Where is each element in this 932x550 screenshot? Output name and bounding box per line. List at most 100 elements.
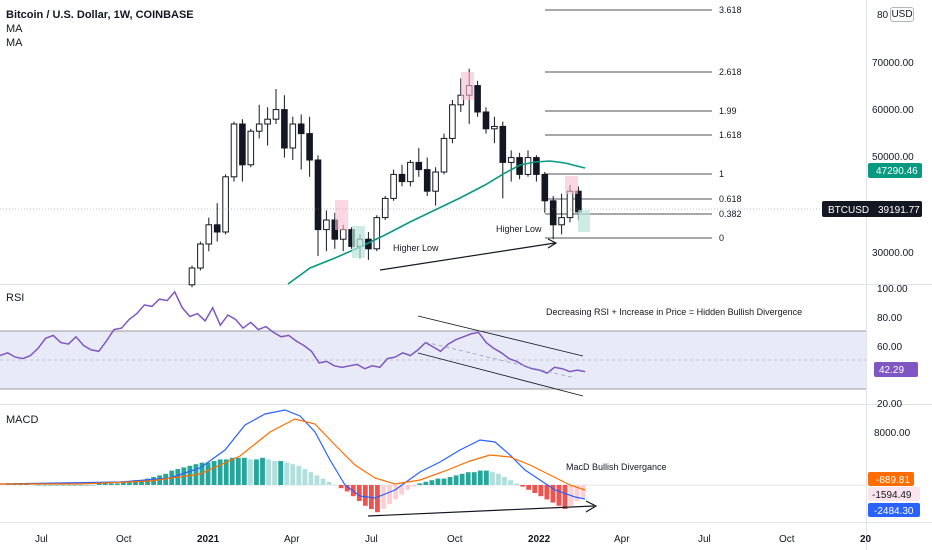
rsi-tick: 100.00 bbox=[877, 284, 908, 295]
candle-body[interactable] bbox=[272, 109, 280, 120]
macd-histogram-bar bbox=[508, 480, 513, 485]
candle-body[interactable] bbox=[558, 217, 565, 226]
macd-histogram-bar bbox=[514, 483, 519, 485]
ma-indicator-label[interactable]: MA bbox=[6, 37, 23, 49]
fib-level-label: 1 bbox=[719, 169, 724, 179]
candle-body[interactable] bbox=[323, 219, 330, 231]
macd-line[interactable] bbox=[0, 409, 586, 500]
rsi-channel-lower[interactable] bbox=[417, 352, 584, 397]
candle-body[interactable] bbox=[255, 123, 263, 132]
macd-histogram-bar bbox=[284, 462, 290, 485]
candle-body[interactable] bbox=[264, 118, 271, 125]
macd-signal-line[interactable] bbox=[0, 418, 586, 491]
highlight-box[interactable] bbox=[578, 210, 590, 232]
macd-histogram-bar bbox=[254, 459, 259, 485]
candle-body[interactable] bbox=[281, 109, 288, 149]
candle-body[interactable] bbox=[566, 190, 574, 219]
candle-body[interactable] bbox=[230, 123, 238, 178]
rsi-channel-upper[interactable] bbox=[417, 315, 584, 357]
rsi-tick: 20.00 bbox=[877, 399, 902, 410]
candle-body[interactable] bbox=[197, 243, 204, 269]
macd-histogram-bar bbox=[477, 470, 483, 485]
candle-body[interactable] bbox=[306, 133, 313, 161]
rsi-trend-dashed[interactable] bbox=[424, 341, 576, 379]
macd-histogram-bar bbox=[90, 485, 96, 486]
time-tick: 2021 bbox=[197, 534, 220, 545]
macd-histogram-bar bbox=[36, 485, 42, 486]
candle-body[interactable] bbox=[491, 125, 498, 130]
macd-histogram-bar bbox=[580, 485, 586, 498]
candle-body[interactable] bbox=[415, 161, 423, 171]
candle-body[interactable] bbox=[440, 137, 448, 173]
macd-signal-tag bbox=[868, 472, 914, 486]
candle-body[interactable] bbox=[247, 130, 255, 166]
highlight-box[interactable] bbox=[352, 226, 365, 258]
macd-histogram-bar bbox=[387, 485, 392, 505]
candle-body[interactable] bbox=[390, 173, 397, 199]
macd-histogram-bar bbox=[538, 485, 544, 497]
candle-body[interactable] bbox=[474, 85, 481, 113]
price-axis[interactable]: 80 70000.00 60000.00 50000.00 30000.00 bbox=[872, 10, 914, 259]
candle-body[interactable] bbox=[398, 173, 406, 183]
macd-histogram-bar bbox=[320, 478, 326, 485]
candle-body[interactable] bbox=[449, 104, 456, 139]
candle-body[interactable] bbox=[339, 229, 347, 240]
candle-body[interactable] bbox=[432, 171, 439, 192]
candle-body[interactable] bbox=[213, 224, 221, 233]
annotation-rsi-divergence[interactable]: Decreasing RSI + Increase in Price = Hid… bbox=[546, 307, 802, 317]
candle-body[interactable] bbox=[205, 224, 213, 245]
candle-body[interactable] bbox=[533, 157, 540, 175]
trendline-higher-low[interactable] bbox=[379, 242, 556, 271]
highlight-box[interactable] bbox=[461, 72, 474, 100]
candle-body[interactable] bbox=[541, 173, 549, 202]
rsi-axis[interactable]: 100.00 80.00 60.00 20.00 bbox=[877, 284, 908, 410]
candle-body[interactable] bbox=[297, 123, 305, 135]
candle-body[interactable] bbox=[507, 157, 515, 163]
macd-pane-label[interactable]: MACD bbox=[6, 414, 39, 426]
ma-value-tag bbox=[868, 163, 922, 178]
candle-body[interactable] bbox=[289, 123, 297, 149]
symbol-title[interactable]: Bitcoin / U.S. Dollar, 1W, COINBASE bbox=[6, 9, 194, 21]
candle-body[interactable] bbox=[381, 197, 389, 219]
candle-body[interactable] bbox=[407, 161, 414, 183]
macd-signal-value: -889.81 bbox=[876, 475, 910, 486]
ma-indicator-label[interactable]: MA bbox=[6, 23, 23, 35]
time-axis[interactable]: Jul Oct 2021 Apr Jul Oct 2022 Apr Jul Oc… bbox=[35, 534, 872, 545]
time-tick: Apr bbox=[614, 534, 630, 545]
candle-body[interactable] bbox=[314, 159, 322, 231]
candle-body[interactable] bbox=[188, 267, 196, 286]
candle-body[interactable] bbox=[482, 111, 490, 130]
macd-histogram-bar bbox=[405, 485, 411, 490]
time-tick: Oct bbox=[779, 534, 795, 545]
candle-body[interactable] bbox=[423, 169, 431, 192]
candle-body[interactable] bbox=[222, 176, 229, 233]
highlight-box[interactable] bbox=[335, 200, 348, 230]
fib-extension[interactable]: 3.618 2.618 1.99 1.618 1 0.618 0.382 0 bbox=[545, 5, 742, 243]
candle-body[interactable] bbox=[499, 125, 507, 163]
macd-histogram-bar bbox=[332, 485, 338, 486]
macd-histogram-bar bbox=[308, 472, 314, 485]
macd-histogram-bar bbox=[102, 483, 108, 485]
macd-divergence-line[interactable] bbox=[367, 505, 595, 517]
price-tick: 30000.00 bbox=[872, 248, 914, 259]
candle-body[interactable] bbox=[239, 123, 246, 166]
candle-body[interactable] bbox=[549, 200, 557, 226]
rsi-pane-label[interactable]: RSI bbox=[6, 292, 25, 304]
annotation-macd-divergence[interactable]: MacD Bullish Divergance bbox=[566, 462, 667, 472]
highlight-box[interactable] bbox=[565, 176, 578, 194]
macd-histogram-bar bbox=[502, 477, 507, 485]
chart-legend[interactable]: Bitcoin / U.S. Dollar, 1W, COINBASE MA M… bbox=[6, 8, 194, 50]
candlestick-series[interactable] bbox=[188, 68, 582, 288]
rsi-line[interactable] bbox=[0, 290, 586, 374]
annotation-higher-low[interactable]: Higher Low bbox=[496, 224, 542, 234]
macd-histogram-bar bbox=[30, 485, 35, 486]
annotation-higher-low[interactable]: Higher Low bbox=[393, 243, 439, 253]
symbol-label: BTCUSD bbox=[828, 205, 869, 216]
currency-badge[interactable]: USD bbox=[890, 7, 914, 22]
candle-body[interactable] bbox=[524, 157, 532, 175]
macd-histogram-bar bbox=[338, 485, 344, 489]
moving-average-line[interactable] bbox=[287, 160, 586, 285]
macd-histogram-bar bbox=[429, 480, 435, 485]
candle-body[interactable] bbox=[373, 217, 381, 250]
